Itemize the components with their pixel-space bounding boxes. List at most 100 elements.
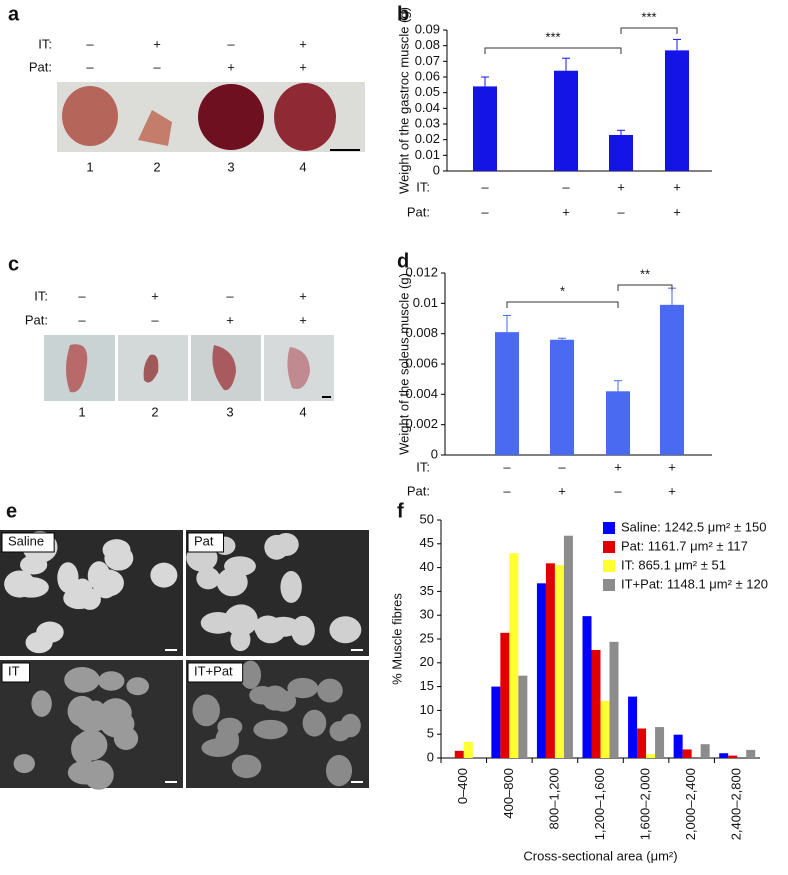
sign: – [151, 312, 159, 327]
fibre [126, 677, 150, 696]
y-tick-label: 0.05 [415, 84, 440, 99]
tile-label-box [1, 662, 31, 683]
fibre [253, 719, 288, 740]
condition-label: Pat: [407, 483, 430, 498]
fibre [31, 690, 52, 717]
panel-letter: f [397, 500, 404, 522]
photo-a [57, 82, 365, 152]
legend-label: Saline: 1242.5 μm² ± 150 [621, 519, 766, 534]
fibre [302, 709, 327, 737]
fibre [329, 616, 362, 644]
y-tick-label: 0.09 [415, 21, 440, 36]
legend-swatch [603, 522, 615, 534]
y-tick-label: 0.01 [413, 295, 438, 310]
x-tick-label: 800–1,200 [546, 768, 561, 829]
tile-label-box [1, 532, 55, 553]
photo-c [44, 335, 334, 401]
y-tick-label: 0.012 [405, 264, 438, 279]
fibre [230, 628, 251, 652]
y-tick-label: 20 [420, 654, 434, 669]
x-tick-label: 0–400 [455, 768, 470, 804]
legend-swatch [603, 541, 615, 553]
sign: + [673, 179, 681, 194]
legend-label: Pat: 1161.7 μm² ± 117 [621, 538, 748, 553]
bar [495, 332, 519, 455]
lane-label: 2 [151, 404, 158, 419]
fibre [97, 671, 125, 691]
significance-label: ** [640, 266, 650, 281]
bar [660, 304, 684, 455]
y-axis-label: Weight of the gastroc muscle (g) [396, 7, 411, 194]
bar [746, 749, 756, 758]
bar [463, 741, 473, 758]
row-label: IT: [38, 36, 52, 51]
bar [473, 86, 497, 171]
fibre [200, 612, 236, 634]
fibre [192, 694, 220, 727]
lane-label: 2 [153, 159, 160, 174]
sign: – [227, 36, 235, 51]
bar [655, 727, 665, 758]
bar [582, 616, 592, 758]
sign: + [614, 459, 622, 474]
bar [591, 649, 601, 758]
y-axis-label: Weight of the soleus muscle (g) [396, 273, 411, 455]
fibre [280, 571, 302, 603]
sign: – [558, 459, 566, 474]
fibre [74, 704, 109, 733]
sign: + [299, 312, 307, 327]
sign: – [503, 459, 511, 474]
fibre [57, 562, 79, 594]
bar [500, 632, 510, 758]
y-axis-label: % Muscle fibres [389, 593, 404, 685]
y-tick-label: 0.04 [415, 100, 440, 115]
fibre [266, 616, 301, 637]
sign: – [153, 59, 161, 74]
legend-label: IT: 865.1 μm² ± 51 [621, 557, 726, 572]
fibre [270, 690, 297, 712]
condition-label: Pat: [407, 204, 430, 219]
y-tick-label: 0.03 [415, 115, 440, 130]
x-tick-label: 1,200–1,600 [592, 768, 607, 840]
lane-label: 1 [86, 159, 93, 174]
x-tick-label: 2,400–2,800 [729, 768, 744, 840]
y-tick-label: 10 [420, 702, 434, 717]
lane-label: 3 [227, 159, 234, 174]
lane-label: 1 [78, 404, 85, 419]
row-label: Pat: [29, 59, 52, 74]
significance-bracket [506, 301, 619, 308]
y-tick-label: 0 [431, 446, 438, 461]
lane-label: 4 [299, 404, 306, 419]
significance-label: * [560, 283, 565, 298]
bar [554, 565, 564, 758]
bar [609, 134, 633, 171]
panel-letter: c [8, 253, 19, 275]
fibre [249, 685, 276, 705]
bar [454, 750, 464, 758]
y-tick-label: 45 [420, 535, 434, 550]
sign: + [673, 204, 681, 219]
fibre [36, 621, 64, 643]
fibre [201, 738, 236, 757]
fibre [13, 754, 35, 774]
y-tick-label: 0.006 [405, 355, 438, 370]
bar [509, 553, 519, 758]
y-tick-label: 0 [427, 749, 434, 764]
significance-bracket [617, 284, 673, 291]
bar [550, 339, 574, 455]
fibre [20, 555, 48, 575]
fibre [329, 720, 351, 742]
row-label: Pat: [25, 312, 48, 327]
fibre [104, 545, 134, 571]
legend-swatch [603, 560, 615, 572]
bar [728, 755, 738, 758]
sign: + [299, 288, 307, 303]
sign: – [481, 179, 489, 194]
sign: + [562, 204, 570, 219]
sign: – [562, 179, 570, 194]
sign: – [86, 59, 94, 74]
bar [491, 686, 501, 758]
y-tick-label: 0.06 [415, 68, 440, 83]
y-tick-label: 35 [420, 583, 434, 598]
